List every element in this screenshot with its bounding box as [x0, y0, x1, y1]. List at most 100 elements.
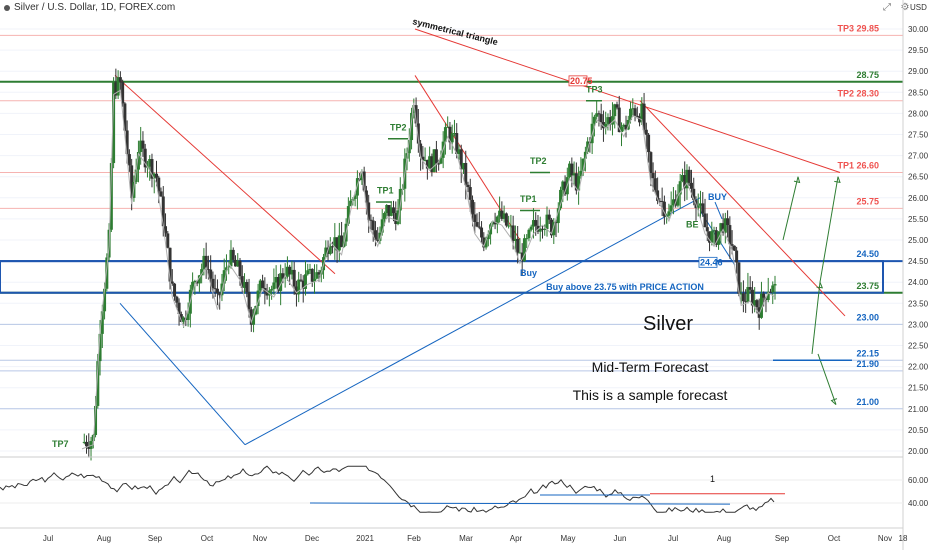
x-tick-label: Dec	[305, 534, 319, 543]
price-tag: 20.75	[570, 76, 593, 86]
candle-body	[599, 114, 603, 123]
y-tick-label: 27.00	[908, 152, 929, 161]
candle-body	[105, 257, 109, 289]
candle-body	[258, 280, 262, 291]
forecast-arrow	[817, 353, 837, 405]
forecast-arrow-head	[830, 398, 838, 405]
price-axis: 30.00 29.50 29.00 28.50 28.00 27.50 27.00 26.50…	[902, 0, 929, 550]
y-tick-label: 25.50	[908, 215, 929, 224]
candle-body	[279, 273, 283, 291]
candle-body	[597, 113, 601, 115]
candle-body	[109, 163, 113, 230]
candle-body	[581, 158, 585, 171]
tp-tag: TP1	[520, 194, 537, 204]
candle-body	[200, 269, 204, 276]
rsi-panel: 60.00 40.00 1	[0, 456, 929, 513]
candle-body	[337, 235, 341, 251]
candle-body	[261, 280, 265, 289]
candle-body	[152, 173, 156, 179]
candle-body	[382, 213, 386, 220]
forecast-arrow-head	[816, 282, 824, 289]
candle-body	[471, 199, 475, 215]
candle-body	[373, 230, 377, 240]
candle-body	[243, 282, 247, 288]
candle-body	[509, 225, 513, 227]
candle-body	[233, 259, 237, 267]
candle-body	[662, 201, 666, 217]
candle-body	[114, 82, 118, 96]
x-tick-label: May	[560, 534, 575, 543]
candle-body	[423, 159, 427, 161]
candle-body	[434, 149, 438, 164]
candle-body	[723, 218, 727, 233]
x-tick-label: 18	[899, 534, 908, 543]
candle-body	[574, 173, 578, 191]
candle-body	[651, 173, 655, 179]
candle-body	[197, 275, 201, 284]
y-tick-label: 21.50	[908, 384, 929, 393]
buy-note: Buy above 23.75 with PRICE ACTION	[546, 282, 704, 292]
candle-body	[123, 103, 127, 131]
candle-body	[387, 205, 391, 216]
candle-body	[274, 277, 278, 283]
forecast-arrow-head	[793, 176, 801, 184]
candle-body	[466, 184, 470, 188]
candle-body	[206, 269, 210, 271]
candle-body	[520, 252, 524, 262]
settings-icon[interactable]: ⚙	[900, 2, 910, 13]
candle-body	[595, 113, 599, 117]
candle-body	[439, 157, 443, 164]
candle-body	[272, 282, 276, 290]
candle-body	[164, 226, 168, 234]
candle-body	[739, 293, 743, 295]
candle-body	[534, 220, 538, 226]
candle-body	[270, 289, 274, 291]
candle-body	[522, 238, 526, 262]
level-label: TP1 26.60	[837, 160, 879, 170]
candle-body	[170, 281, 174, 284]
candle-body	[554, 222, 558, 224]
candle-body	[762, 293, 766, 298]
candle-body	[121, 81, 125, 104]
level-label: 24.50	[856, 249, 879, 259]
forecast-title: Mid-Term Forecast	[592, 359, 709, 375]
candle-body	[349, 200, 353, 207]
y-tick-label: 24.50	[908, 257, 929, 266]
candle-body	[570, 163, 574, 176]
candle-body	[656, 190, 660, 201]
tp-tag: TP2	[530, 156, 547, 166]
candle-body	[265, 291, 269, 296]
y-tick-label: 29.50	[908, 46, 929, 55]
candle-body	[430, 156, 434, 173]
y-tick-label: 21.00	[908, 405, 929, 414]
expand-icon[interactable]: ⤢	[883, 2, 891, 13]
candle-body	[475, 222, 479, 227]
candle-body	[620, 126, 624, 133]
candle-body	[191, 281, 195, 290]
candle-body	[626, 119, 630, 130]
candle-body	[175, 296, 179, 303]
candle-body	[407, 140, 411, 154]
candle-body	[419, 143, 423, 157]
level-lines: TP3 29.85 28.75 TP2 28.30 TP1 26.60 25.75 24.…	[0, 23, 903, 410]
tp-tag: TP1	[377, 186, 394, 196]
candle-body	[676, 194, 680, 206]
candle-body	[168, 247, 172, 282]
candle-body	[364, 190, 368, 203]
candle-body	[678, 181, 682, 195]
chart-annotations: Silver Mid-Term Forecast This is a sample …	[412, 16, 728, 403]
candle-body	[385, 205, 389, 214]
y-tick-label: 23.50	[908, 299, 929, 308]
candle-body	[159, 191, 163, 197]
y-tick-label: 26.00	[908, 194, 929, 203]
y-tick-label: 28.50	[908, 88, 929, 97]
candle-body	[513, 238, 517, 241]
candle-body	[134, 169, 138, 182]
y-tick-label: 22.50	[908, 342, 929, 351]
candle-body	[735, 250, 739, 263]
candle-body	[335, 237, 339, 251]
candle-body	[622, 124, 626, 127]
candle-body	[310, 268, 314, 282]
candle-body	[238, 260, 242, 277]
